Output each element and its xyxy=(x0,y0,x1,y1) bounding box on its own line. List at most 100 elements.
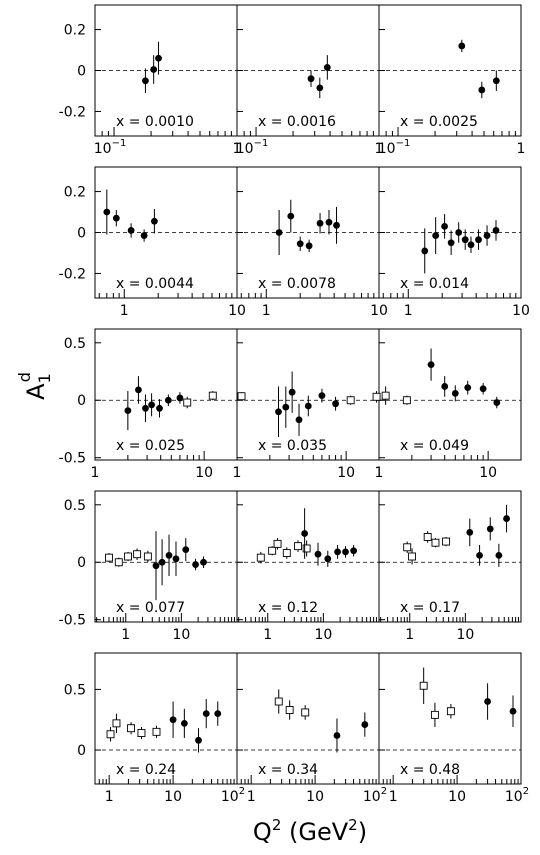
panel-14: x = 0.341 10 102 xyxy=(236,652,387,805)
panel-12: x = 0.17 1 10 xyxy=(378,490,522,643)
y-axis-label-sub: 1 xyxy=(35,373,54,383)
x-tick-label: 1 xyxy=(405,627,414,643)
panel-1: x = 0.0010 0.2 0 -0.2 10−1 1 xyxy=(59,4,241,157)
x-tick-label: 1 xyxy=(262,303,271,319)
y-tick-label: 0.2 xyxy=(64,23,86,39)
data-point-filled-circle xyxy=(202,710,210,718)
x-tick-label: 1 xyxy=(375,141,384,157)
data-point-filled-circle xyxy=(195,736,202,744)
x-tick-label: 1 xyxy=(120,303,129,319)
data-point-filled-circle xyxy=(180,719,188,727)
data-point-filled-circle xyxy=(316,84,324,92)
data-point-filled-circle xyxy=(334,548,341,556)
panel-label: x = 0.0044 xyxy=(116,276,194,292)
data-point-filled-circle xyxy=(307,75,315,83)
data-point-filled-circle xyxy=(486,525,494,533)
y-tick-label: 0 xyxy=(77,393,86,409)
data-point-open-square xyxy=(133,550,142,559)
data-point-open-square xyxy=(430,710,439,719)
panel-label: x = 0.24 xyxy=(116,762,176,778)
panel-label: x = 0.077 xyxy=(116,600,185,616)
panel-label: x = 0.0025 xyxy=(400,114,478,130)
x-tick-label: 10 xyxy=(164,789,182,805)
y-tick-label: -0.2 xyxy=(59,104,86,120)
x-tick-label: 1 xyxy=(389,789,398,805)
data-point-open-square xyxy=(442,537,451,546)
y-tick-label: -0.2 xyxy=(59,266,86,282)
data-point-open-square xyxy=(124,552,133,561)
data-point-filled-circle xyxy=(140,232,148,239)
panel-frame xyxy=(378,490,522,623)
data-point-filled-circle xyxy=(304,402,312,410)
data-point-filled-circle xyxy=(314,550,322,558)
y-tick-label: -0.5 xyxy=(59,451,86,467)
data-point-filled-circle xyxy=(323,64,331,71)
x-tick-label: 102 xyxy=(505,786,529,805)
data-point-filled-circle xyxy=(503,515,510,522)
x-tick-label: 1 xyxy=(517,141,526,157)
data-point-filled-circle xyxy=(275,408,282,416)
y-tick-label: 0 xyxy=(77,743,86,759)
data-point-open-square xyxy=(446,707,455,716)
data-point-filled-circle xyxy=(150,217,158,225)
x-tick-label: 1 xyxy=(247,789,256,805)
panel-label: x = 0.34 xyxy=(258,762,318,778)
data-point-open-square xyxy=(372,392,381,401)
data-point-filled-circle xyxy=(288,388,296,396)
data-point-open-square xyxy=(423,533,432,541)
data-point-filled-circle xyxy=(455,229,463,236)
data-point-filled-circle xyxy=(103,208,111,216)
data-point-filled-circle xyxy=(164,396,172,404)
data-point-open-square xyxy=(302,544,311,553)
panel-5: x = 0.0078 1 10 xyxy=(236,166,388,319)
data-point-filled-circle xyxy=(464,384,472,392)
data-point-filled-circle xyxy=(492,77,500,85)
data-point-filled-circle xyxy=(479,385,487,393)
data-point-filled-circle xyxy=(148,401,155,409)
data-point-open-square xyxy=(294,542,302,551)
x-tick-label: 1 xyxy=(375,465,384,481)
x-tick-label: 102 xyxy=(221,786,245,805)
data-point-filled-circle xyxy=(152,562,160,570)
x-tick-label: 1 xyxy=(233,465,242,481)
panel-10: x = 0.077 0.5 0 -0.5 1 10 xyxy=(59,490,238,643)
data-point-filled-circle xyxy=(478,86,486,94)
data-point-open-square xyxy=(112,719,121,728)
y-axis-label: A1d xyxy=(15,372,54,400)
data-point-open-square xyxy=(282,549,291,558)
data-point-filled-circle xyxy=(509,707,517,715)
data-point-open-square xyxy=(106,730,115,739)
data-point-open-square xyxy=(273,539,282,548)
data-point-filled-circle xyxy=(493,399,501,406)
panel-13: x = 0.24 0.5 0 1 10 102 xyxy=(64,652,245,805)
panel-label: x = 0.035 xyxy=(258,438,327,454)
x-tick-label: 10 xyxy=(479,465,497,481)
data-point-filled-circle xyxy=(275,229,283,236)
data-point-open-square xyxy=(105,553,113,562)
x-tick-label: 10−1 xyxy=(94,138,127,157)
x-tick-label: 1 xyxy=(91,465,100,481)
x-tick-label: 10 xyxy=(228,303,246,319)
x-tick-label: 10 xyxy=(456,627,474,643)
x-tick-label: 1 xyxy=(263,627,272,643)
y-tick-label: 0 xyxy=(77,64,86,80)
panel-label: x = 0.014 xyxy=(400,276,469,292)
data-point-filled-circle xyxy=(342,548,349,556)
data-point-open-square xyxy=(152,727,161,736)
x-axis-unit-sup: 2 xyxy=(348,816,358,834)
y-tick-label: 0 xyxy=(77,555,86,571)
x-tick-label: 10 xyxy=(512,303,530,319)
x-tick-label: 10 xyxy=(172,627,190,643)
data-point-filled-circle xyxy=(176,394,184,402)
x-tick-label: 1 xyxy=(121,627,130,643)
data-point-filled-circle xyxy=(135,386,142,394)
data-point-filled-circle xyxy=(200,558,207,566)
data-point-filled-circle xyxy=(142,404,149,412)
data-point-open-square xyxy=(285,706,294,714)
panel-frame xyxy=(378,652,522,785)
data-point-open-square xyxy=(256,553,265,562)
data-point-filled-circle xyxy=(324,555,332,563)
